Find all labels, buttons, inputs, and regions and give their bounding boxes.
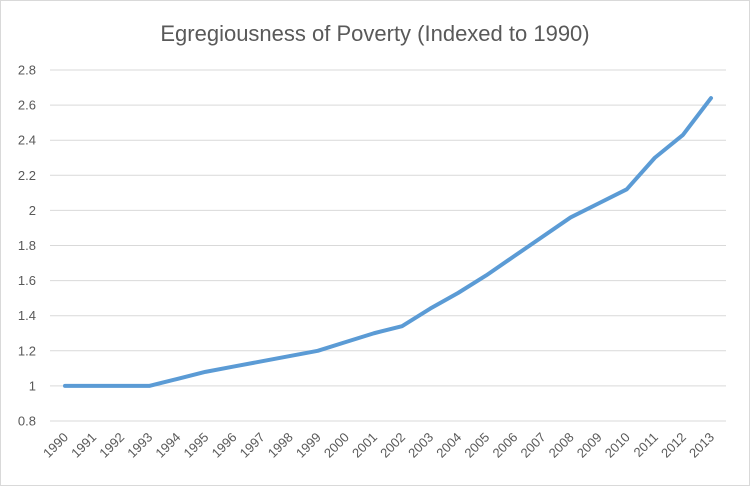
data-point bbox=[653, 156, 657, 160]
gridlines bbox=[50, 69, 726, 422]
x-tick-label: 2012 bbox=[658, 430, 689, 461]
x-tick-label: 2004 bbox=[433, 430, 464, 461]
y-tick-label: 1 bbox=[29, 378, 36, 393]
x-tick-label: 2002 bbox=[377, 430, 408, 461]
data-point bbox=[400, 324, 404, 328]
data-point bbox=[512, 254, 516, 258]
x-tick-label: 2001 bbox=[349, 430, 380, 461]
x-tick-label: 1999 bbox=[293, 430, 324, 461]
x-tick-label: 2006 bbox=[489, 430, 520, 461]
data-point bbox=[344, 340, 348, 344]
y-tick-label: 1.4 bbox=[18, 308, 36, 323]
data-point bbox=[625, 187, 629, 191]
x-tick-label: 2005 bbox=[461, 430, 492, 461]
data-point bbox=[372, 331, 376, 335]
data-point bbox=[260, 359, 264, 363]
x-tick-label: 2013 bbox=[686, 430, 717, 461]
data-point bbox=[569, 215, 573, 219]
data-point bbox=[147, 384, 151, 388]
x-tick-label: 2011 bbox=[631, 430, 661, 460]
y-tick-label: 2.4 bbox=[18, 133, 36, 148]
data-point bbox=[232, 365, 236, 369]
y-tick-label: 2 bbox=[29, 203, 36, 218]
x-tick-label: 2007 bbox=[518, 430, 549, 461]
y-tick-label: 2.8 bbox=[18, 63, 36, 78]
x-tick-label: 1992 bbox=[96, 430, 127, 461]
data-point bbox=[91, 384, 95, 388]
data-point bbox=[540, 235, 544, 239]
data-point bbox=[681, 133, 685, 137]
data-point bbox=[175, 377, 179, 381]
x-tick-label: 1993 bbox=[124, 430, 155, 461]
x-tick-label: 1991 bbox=[68, 430, 99, 461]
x-tick-label: 2010 bbox=[602, 430, 633, 461]
x-tick-label: 1996 bbox=[209, 430, 240, 461]
data-point bbox=[484, 273, 488, 277]
y-tick-label: 1.8 bbox=[18, 238, 36, 253]
data-point bbox=[288, 354, 292, 358]
data-point bbox=[456, 291, 460, 295]
y-axis-ticks: 0.8 1 1.2 1.4 1.6 1.8 2 2.2 2.4 2.6 2.8 bbox=[18, 63, 36, 429]
data-point bbox=[709, 96, 713, 100]
x-tick-label: 1994 bbox=[152, 430, 183, 461]
data-point bbox=[428, 307, 432, 311]
data-point bbox=[597, 201, 601, 205]
y-tick-label: 0.8 bbox=[18, 414, 36, 429]
data-point bbox=[316, 349, 320, 353]
y-tick-label: 2.6 bbox=[18, 98, 36, 113]
data-point bbox=[63, 384, 67, 388]
x-axis-ticks: 1990199119921993199419951996199719981999… bbox=[40, 430, 717, 461]
chart-title: Egregiousness of Poverty (Indexed to 199… bbox=[160, 21, 589, 46]
x-tick-label: 2003 bbox=[405, 430, 436, 461]
x-tick-label: 1995 bbox=[180, 430, 211, 461]
data-point bbox=[203, 370, 207, 374]
y-tick-label: 1.2 bbox=[18, 343, 36, 358]
y-tick-label: 2.2 bbox=[18, 168, 36, 183]
x-tick-label: 2000 bbox=[321, 430, 352, 461]
series-layer bbox=[63, 96, 713, 388]
y-tick-label: 1.6 bbox=[18, 273, 36, 288]
data-point bbox=[119, 384, 123, 388]
x-tick-label: 2009 bbox=[574, 430, 605, 461]
x-tick-label: 1998 bbox=[265, 430, 296, 461]
series-line bbox=[63, 96, 713, 388]
x-tick-label: 1990 bbox=[40, 430, 71, 461]
x-tick-label: 2008 bbox=[546, 430, 577, 461]
x-tick-label: 1997 bbox=[237, 430, 268, 461]
